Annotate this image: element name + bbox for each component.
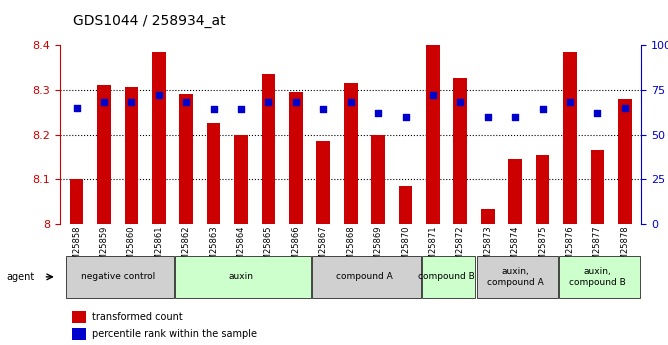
- Point: [592, 110, 603, 116]
- Bar: [180, 94, 193, 224]
- Bar: [508, 159, 522, 224]
- Point: [99, 99, 110, 105]
- Point: [126, 99, 137, 105]
- Bar: [262, 74, 275, 224]
- Bar: [399, 186, 412, 224]
- Bar: [371, 135, 385, 224]
- Point: [154, 92, 164, 98]
- Text: GDS1044 / 258934_at: GDS1044 / 258934_at: [73, 13, 226, 28]
- Point: [510, 114, 520, 119]
- Text: auxin,
compound B: auxin, compound B: [569, 267, 626, 287]
- Bar: [71, 310, 86, 323]
- Bar: [317, 141, 330, 224]
- Bar: [426, 45, 440, 224]
- Bar: [71, 328, 86, 340]
- Text: negative control: negative control: [81, 272, 155, 282]
- Bar: [481, 208, 494, 224]
- Text: transformed count: transformed count: [92, 312, 183, 322]
- Text: auxin,
compound A: auxin, compound A: [487, 267, 544, 287]
- Point: [400, 114, 411, 119]
- FancyBboxPatch shape: [559, 256, 640, 298]
- Bar: [234, 136, 248, 224]
- Point: [181, 99, 192, 105]
- Point: [373, 110, 383, 116]
- Bar: [207, 124, 220, 224]
- Bar: [124, 88, 138, 224]
- Text: auxin: auxin: [228, 272, 254, 282]
- Bar: [591, 150, 605, 224]
- Bar: [563, 52, 577, 224]
- FancyBboxPatch shape: [65, 256, 174, 298]
- Point: [537, 107, 548, 112]
- Point: [482, 114, 493, 119]
- Point: [318, 107, 329, 112]
- Text: percentile rank within the sample: percentile rank within the sample: [92, 329, 257, 339]
- Point: [564, 99, 575, 105]
- Bar: [618, 99, 632, 224]
- Point: [345, 99, 356, 105]
- Bar: [97, 85, 111, 224]
- Point: [236, 107, 246, 112]
- Bar: [344, 83, 357, 224]
- Text: compound B: compound B: [418, 272, 475, 282]
- Point: [428, 92, 438, 98]
- Bar: [152, 52, 166, 224]
- Point: [208, 107, 219, 112]
- Point: [263, 99, 274, 105]
- Point: [619, 105, 630, 110]
- FancyBboxPatch shape: [175, 256, 311, 298]
- FancyBboxPatch shape: [477, 256, 558, 298]
- Point: [455, 99, 466, 105]
- Bar: [454, 79, 467, 224]
- FancyBboxPatch shape: [422, 256, 476, 298]
- Text: agent: agent: [7, 272, 35, 282]
- FancyBboxPatch shape: [313, 256, 421, 298]
- Point: [71, 105, 82, 110]
- Bar: [536, 155, 550, 224]
- Text: compound A: compound A: [336, 272, 393, 282]
- Bar: [289, 92, 303, 224]
- Bar: [69, 179, 84, 224]
- Point: [291, 99, 301, 105]
